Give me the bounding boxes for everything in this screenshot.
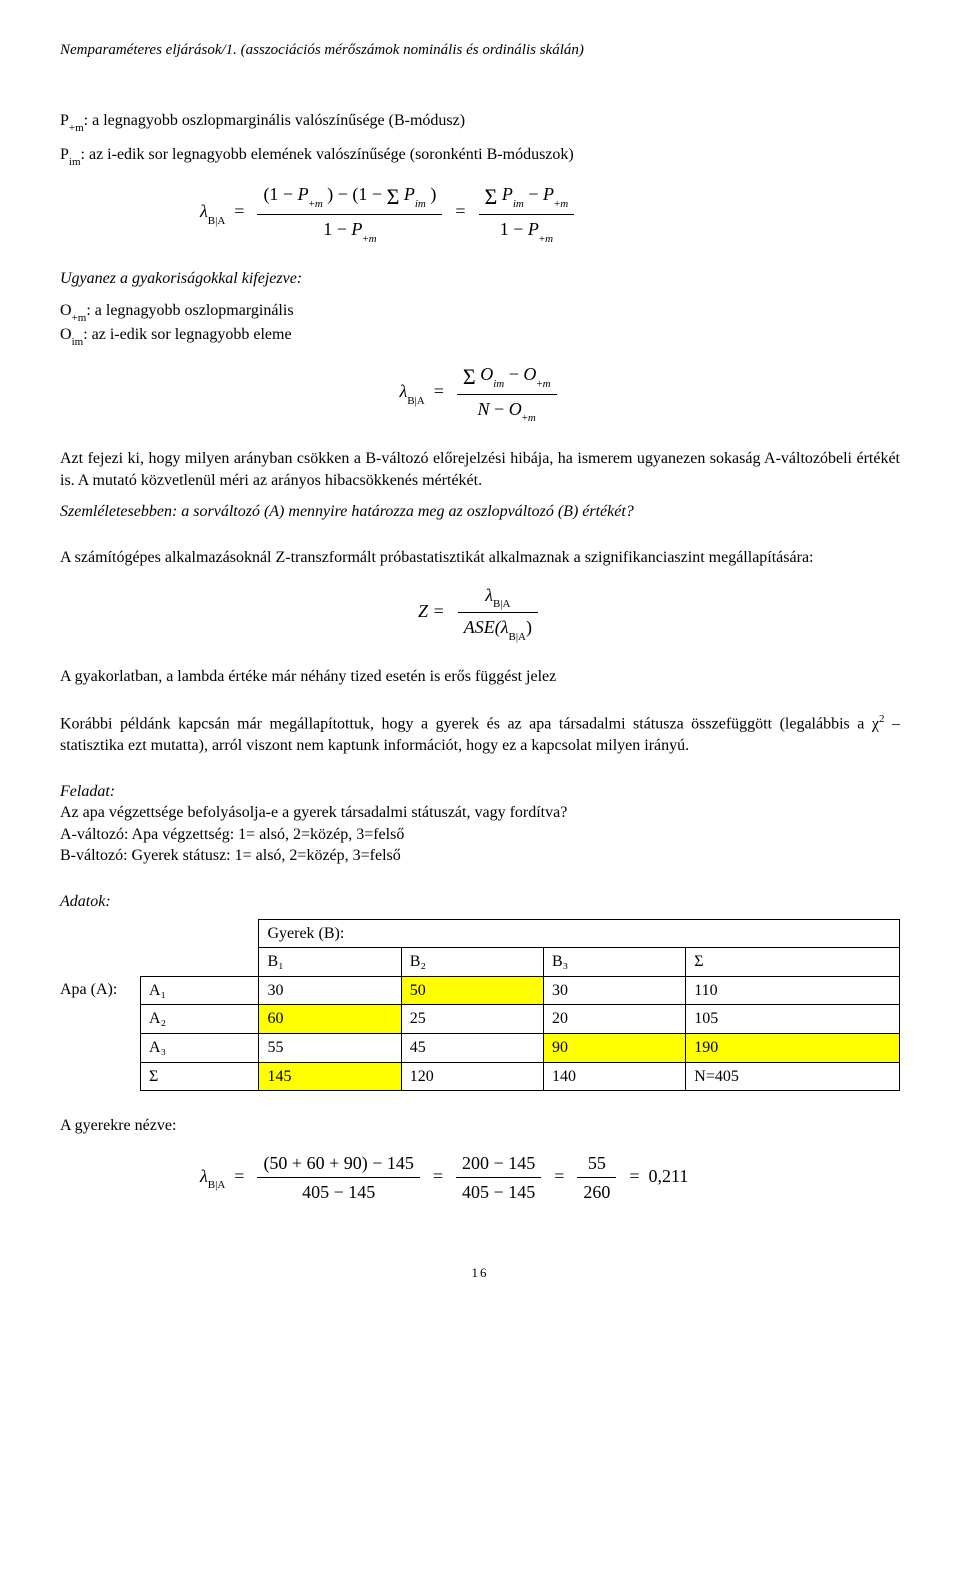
practice-note: A gyakorlatban, a lambda értéke már néhá… <box>60 666 900 688</box>
child-heading: A gyerekre nézve: <box>60 1115 900 1137</box>
freq-heading: Ugyanez a gyakoriságokkal kifejezve: <box>60 268 900 290</box>
table-row: A₁ 30 50 30 110 <box>141 976 900 1005</box>
row-header: A₂ <box>141 1005 259 1034</box>
col-header: B₃ <box>544 948 686 977</box>
explanation-1: Azt fejezi ki, hogy milyen arányban csök… <box>60 448 900 491</box>
table-row: A₂ 60 25 20 105 <box>141 1005 900 1034</box>
cell: 45 <box>401 1033 543 1062</box>
def-text-3: : a legnagyobb oszlopmarginális <box>86 302 293 319</box>
cell: 50 <box>401 976 543 1005</box>
col-header: B₁ <box>259 948 401 977</box>
cell: 25 <box>401 1005 543 1034</box>
formula1-lhs-sub: B|A <box>208 215 225 227</box>
page-number: 16 <box>60 1264 900 1282</box>
formula2-lhs-sub: B|A <box>407 395 424 407</box>
cell: 30 <box>544 976 686 1005</box>
symbol-pim-sub: im <box>69 156 81 168</box>
cell: 105 <box>686 1005 900 1034</box>
cell: N=405 <box>686 1062 900 1091</box>
formula4-lhs: λ <box>200 1166 208 1186</box>
cell: 90 <box>544 1033 686 1062</box>
row-group-label: Apa (A): <box>60 915 140 1001</box>
col-header: B₂ <box>401 948 543 977</box>
table-row: Σ 145 120 140 N=405 <box>141 1062 900 1091</box>
def-text-1: : a legnagyobb oszlopmarginális valószín… <box>84 112 465 129</box>
symbol-o-sub: +m <box>72 312 87 324</box>
symbol-oim-sub: im <box>72 336 84 348</box>
table-row: A₃ 55 45 90 190 <box>141 1033 900 1062</box>
cell: 30 <box>259 976 401 1005</box>
data-table: Gyerek (B): B₁ B₂ B₃ Σ A₁ 30 50 30 110 A… <box>140 919 900 1092</box>
symbol-p: P <box>60 112 69 129</box>
task-line-2: A-változó: Apa végzettség: 1= alsó, 2=kö… <box>60 824 900 846</box>
explanation-2: Szemléletesebben: a sorváltozó (A) menny… <box>60 501 900 523</box>
cell: 55 <box>259 1033 401 1062</box>
cell: 110 <box>686 976 900 1005</box>
cell: 190 <box>686 1033 900 1062</box>
formula1-lhs: λ <box>200 202 208 222</box>
task-line-3: B-változó: Gyerek státusz: 1= alsó, 2=kö… <box>60 845 900 867</box>
symbol-p-sub: +m <box>69 122 84 134</box>
task-line-1: Az apa végzettsége befolyásolja-e a gyer… <box>60 802 900 824</box>
col-header: Σ <box>686 948 900 977</box>
formula4-lhs-sub: B|A <box>208 1179 225 1191</box>
cell: 120 <box>401 1062 543 1091</box>
cell: 60 <box>259 1005 401 1034</box>
formula-lambda-prob: λB|A = (1 − P+m ) − (1 − Σ Pim ) 1 − P+m… <box>200 182 900 244</box>
cell: 145 <box>259 1062 401 1091</box>
table-header-row: B₁ B₂ B₃ Σ <box>141 948 900 977</box>
symbol-oim: O <box>60 326 72 343</box>
cell: 20 <box>544 1005 686 1034</box>
definition-o-im: Oim: az i-edik sor legnagyobb eleme <box>60 324 900 348</box>
page-header: Nemparaméteres eljárások/1. (asszociáció… <box>60 40 900 60</box>
formula3-lhs: Z = <box>418 601 445 621</box>
row-header: A₁ <box>141 976 259 1005</box>
def-text-2: : az i-edik sor legnagyobb elemének való… <box>81 146 574 163</box>
symbol-pim: P <box>60 146 69 163</box>
formula-z: Z = λB|A ASE(λB|A) <box>60 583 900 643</box>
z-transform-text: A számítógépes alkalmazásoknál Z-transzf… <box>60 547 900 569</box>
col-group-label: Gyerek (B): <box>259 919 900 948</box>
definition-p-im: Pim: az i-edik sor legnagyobb elemének v… <box>60 144 900 168</box>
row-header: Σ <box>141 1062 259 1091</box>
previous-example: Korábbi példánk kapcsán már megállapítot… <box>60 712 900 757</box>
def-text-4: : az i-edik sor legnagyobb eleme <box>83 326 291 343</box>
formula-lambda-freq: λB|A = Σ Oim − O+m N − O+m <box>60 362 900 424</box>
row-header: A₃ <box>141 1033 259 1062</box>
definition-p-plus-m: P+m: a legnagyobb oszlopmarginális valós… <box>60 110 900 134</box>
definition-o-plus-m: O+m: a legnagyobb oszlopmarginális <box>60 300 900 324</box>
formula-lambda-computed: λB|A = (50 + 60 + 90) − 145 405 − 145 = … <box>200 1151 900 1205</box>
cell: 140 <box>544 1062 686 1091</box>
symbol-o: O <box>60 302 72 319</box>
formula4-result: 0,211 <box>649 1166 689 1186</box>
data-heading: Adatok: <box>60 891 900 913</box>
task-heading: Feladat: <box>60 781 900 803</box>
